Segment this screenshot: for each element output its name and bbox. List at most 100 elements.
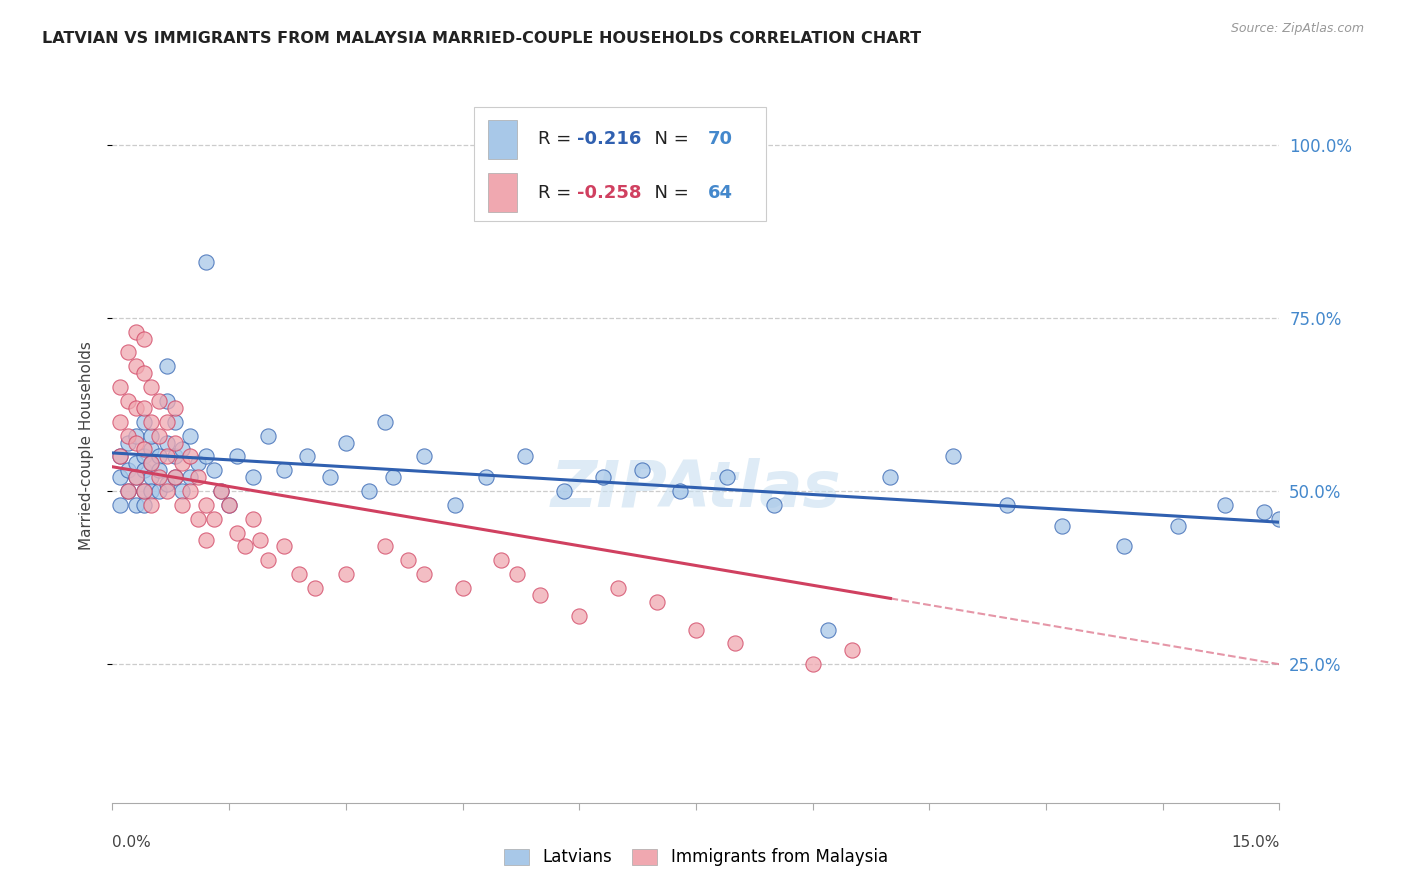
Point [125, 428, 148, 442]
Point [132, 366, 155, 380]
Point [288, 567, 311, 582]
Point [141, 498, 163, 512]
Point [1167, 518, 1189, 533]
Legend: Latvians, Immigrants from Malaysia: Latvians, Immigrants from Malaysia [496, 840, 896, 875]
Point [942, 450, 965, 464]
Point [141, 483, 163, 498]
Text: LATVIAN VS IMMIGRANTS FROM MALAYSIA MARRIED-COUPLE HOUSEHOLDS CORRELATION CHART: LATVIAN VS IMMIGRANTS FROM MALAYSIA MARR… [42, 31, 921, 46]
Point [374, 415, 396, 429]
Point [132, 450, 155, 464]
Point [110, 380, 132, 394]
Point [553, 483, 575, 498]
Point [491, 553, 513, 567]
Point [645, 595, 668, 609]
Point [218, 498, 240, 512]
Point [179, 428, 201, 442]
Point [1050, 518, 1073, 533]
Point [110, 450, 132, 464]
Point [132, 332, 155, 346]
Point [132, 401, 155, 415]
Point [117, 435, 139, 450]
Text: 64: 64 [707, 184, 733, 202]
Text: 70: 70 [707, 130, 733, 148]
Point [163, 415, 186, 429]
Point [156, 450, 179, 464]
Point [451, 581, 474, 595]
Point [335, 435, 357, 450]
Point [194, 450, 217, 464]
Text: N =: N = [644, 130, 695, 148]
Point [716, 470, 738, 484]
Point [117, 394, 139, 409]
Point [163, 450, 186, 464]
Point [172, 456, 194, 470]
Point [141, 456, 163, 470]
Point [257, 553, 280, 567]
Point [396, 553, 419, 567]
Point [117, 483, 139, 498]
Point [443, 498, 465, 512]
Point [125, 435, 148, 450]
Point [110, 498, 132, 512]
Point [381, 470, 404, 484]
Point [132, 442, 155, 457]
Point [156, 394, 179, 409]
Point [117, 345, 139, 359]
Point [724, 636, 747, 650]
Point [335, 567, 357, 582]
Point [685, 623, 707, 637]
Point [242, 512, 264, 526]
Point [194, 255, 217, 269]
Point [141, 415, 163, 429]
Point [156, 477, 179, 491]
Point [179, 483, 201, 498]
Point [148, 450, 170, 464]
Point [187, 456, 209, 470]
Point [412, 567, 434, 582]
Point [141, 470, 163, 484]
Point [110, 415, 132, 429]
Point [475, 470, 498, 484]
Point [163, 401, 186, 415]
Point [762, 498, 785, 512]
Point [148, 483, 170, 498]
Point [148, 470, 170, 484]
Point [319, 470, 342, 484]
Point [1112, 540, 1135, 554]
Point [125, 325, 148, 339]
Point [1213, 498, 1236, 512]
Point [817, 623, 839, 637]
Point [141, 380, 163, 394]
Text: N =: N = [644, 184, 695, 202]
Point [242, 470, 264, 484]
Point [148, 463, 170, 477]
Point [163, 470, 186, 484]
Point [141, 442, 163, 457]
Point [172, 498, 194, 512]
Point [529, 588, 551, 602]
Point [148, 394, 170, 409]
Point [141, 428, 163, 442]
Point [295, 450, 318, 464]
Point [117, 463, 139, 477]
Point [209, 483, 232, 498]
Point [110, 450, 132, 464]
Point [194, 498, 217, 512]
Point [187, 512, 209, 526]
Point [226, 450, 249, 464]
Point [194, 533, 217, 547]
Text: R =: R = [538, 184, 578, 202]
Bar [488, 173, 517, 212]
Point [172, 442, 194, 457]
Point [148, 428, 170, 442]
Point [257, 428, 280, 442]
Point [273, 463, 295, 477]
Text: 15.0%: 15.0% [1232, 836, 1279, 850]
Point [374, 540, 396, 554]
Point [630, 463, 652, 477]
Point [1268, 512, 1291, 526]
Point [202, 512, 225, 526]
Point [187, 470, 209, 484]
Point [359, 483, 381, 498]
Text: R =: R = [538, 130, 578, 148]
